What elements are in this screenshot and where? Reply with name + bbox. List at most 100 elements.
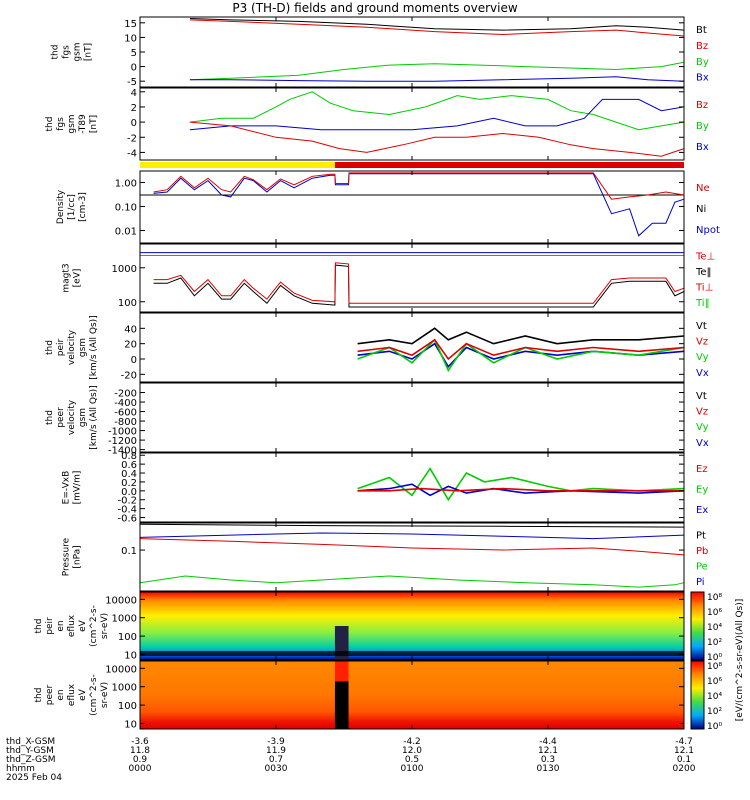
legend-entry: Te‖ <box>695 267 712 278</box>
series-line-fgs_gsm-2 <box>189 61 685 81</box>
legend-entry: Ex <box>696 505 708 516</box>
ylabel: thd <box>51 45 61 60</box>
ylabel: [1/cc] <box>67 194 77 220</box>
legend-entry: Bt <box>696 25 707 36</box>
heatmap-field <box>140 592 684 660</box>
ytick-label: 15 <box>124 19 137 30</box>
ytick-label: 0.01 <box>115 226 137 237</box>
time-y-value: 12.1 <box>674 746 694 756</box>
ytick-label: -200 <box>114 389 137 400</box>
ylabel: eV <box>78 688 88 701</box>
series-line-peir_velocity-3 <box>357 327 685 345</box>
ylabel: gsm <box>78 408 88 427</box>
heatmap-gap <box>334 681 349 729</box>
ytick-label: 10 <box>124 650 137 661</box>
legend-entry: Ne <box>696 183 710 194</box>
legend-entry: Vy <box>696 422 709 433</box>
ytick-label: 0.10 <box>115 202 137 213</box>
ytick-label: 5 <box>131 48 137 59</box>
series-line-fgs_gsm-3 <box>189 76 685 82</box>
ylabel: velocity <box>67 399 77 435</box>
time-z-value: 0.5 <box>405 755 419 765</box>
series-line-pressure-1 <box>139 532 685 540</box>
colorbar-tick: 10⁴ <box>707 623 722 633</box>
ytick-label: -5 <box>127 77 137 88</box>
legend-entry: Vx <box>696 438 709 449</box>
colorbar-title: [eV/(cm^2-s-sr-eV)(All Qs)] <box>735 599 745 722</box>
legend-entry: Vz <box>696 406 708 417</box>
legend-entry: Ey <box>696 485 708 496</box>
series-line-fgs_gsm-1 <box>189 19 685 37</box>
ytick-label: -0.6 <box>117 514 137 525</box>
ylabel: eflux <box>67 683 77 706</box>
ylabel: (cm^2-s- <box>89 674 99 716</box>
colorbar-tick: 10⁰ <box>707 722 722 732</box>
series-line-efield-0 <box>357 467 685 502</box>
ytick-label: 0 <box>131 355 137 366</box>
ylabel: thd <box>45 117 55 132</box>
ylabel: fgs <box>56 117 66 131</box>
time-hhmm-value: 0030 <box>265 764 288 774</box>
colorbar-tick: 10⁸ <box>707 593 722 603</box>
legend-entry: Pe <box>696 562 708 573</box>
time-hhmm-value: 0200 <box>673 764 696 774</box>
colorbar-tick: 10⁰ <box>707 653 722 663</box>
ylabel: gsm <box>73 42 83 61</box>
ytick-label: 0 <box>131 118 137 129</box>
series-line-efield-2 <box>357 487 684 492</box>
legend-entry: Bz <box>696 100 708 111</box>
series-line-peir_velocity-1 <box>357 338 685 373</box>
time-x-value: -3.9 <box>267 737 285 747</box>
ylabel: [km/s (All Qs)] <box>89 385 99 449</box>
mode-bar-segment <box>334 162 684 168</box>
ylabel: [mV/m] <box>73 471 83 505</box>
series-line-density-1 <box>153 173 685 237</box>
panel-frame-pressure <box>139 522 685 592</box>
legend-entry: By <box>696 57 709 68</box>
series-line-fgs_gsm_detrended-2 <box>189 121 685 157</box>
ylabel: gsm <box>67 114 77 133</box>
ylabel: [nPa] <box>73 545 83 568</box>
ytick-label: 0.6 <box>121 460 137 471</box>
heatmap-burst <box>334 661 349 682</box>
ylabel: en <box>56 689 66 700</box>
colorbar <box>690 591 705 661</box>
ylabel: magt3 <box>62 263 72 292</box>
time-y-value: 11.9 <box>266 746 286 756</box>
mode-bar-segment <box>140 162 335 168</box>
legend-entry: Vt <box>696 321 707 332</box>
ylabel: sr-eV) <box>100 682 110 708</box>
ytick-label: -800 <box>114 417 137 428</box>
time-row-label: thd_Y-GSM <box>6 746 54 756</box>
ytick-label: 0.4 <box>121 469 137 480</box>
chart-title: P3 (TH-D) fields and ground moments over… <box>232 1 518 15</box>
ylabel: peir <box>45 617 55 635</box>
ytick-label: 40 <box>124 324 137 335</box>
ytick-label: 0 <box>131 63 137 74</box>
ylabel: eV <box>78 619 88 632</box>
ytick-label: 1000 <box>112 683 137 694</box>
series-line-fgs_gsm_detrended-0 <box>189 91 685 131</box>
ylabel: velocity <box>67 329 77 365</box>
panel-frame-temperature <box>139 243 685 313</box>
ytick-label: -1200 <box>108 436 137 447</box>
series-line-temperature-3 <box>153 262 685 304</box>
series-line-temperature-2 <box>153 264 685 308</box>
time-y-value: 12.0 <box>402 746 422 756</box>
ylabel: E=-VxB <box>62 471 72 505</box>
time-hhmm-value: 0130 <box>537 764 560 774</box>
legend-entry: Bx <box>696 73 709 84</box>
time-x-value: -4.7 <box>675 737 693 747</box>
time-x-value: -4.2 <box>403 737 421 747</box>
panel-frame-efield <box>139 452 685 523</box>
ytick-label: -4 <box>127 148 137 159</box>
series-line-fgs_gsm-0 <box>189 18 685 31</box>
series-line-density-2 <box>153 172 685 200</box>
ytick-label: 2 <box>131 103 137 114</box>
ytick-label: 0.1 <box>121 546 137 557</box>
ylabel: peir <box>56 338 66 356</box>
ylabel: [nT] <box>84 43 94 61</box>
ytick-label: 10 <box>124 719 137 730</box>
ytick-label: -600 <box>114 408 137 419</box>
